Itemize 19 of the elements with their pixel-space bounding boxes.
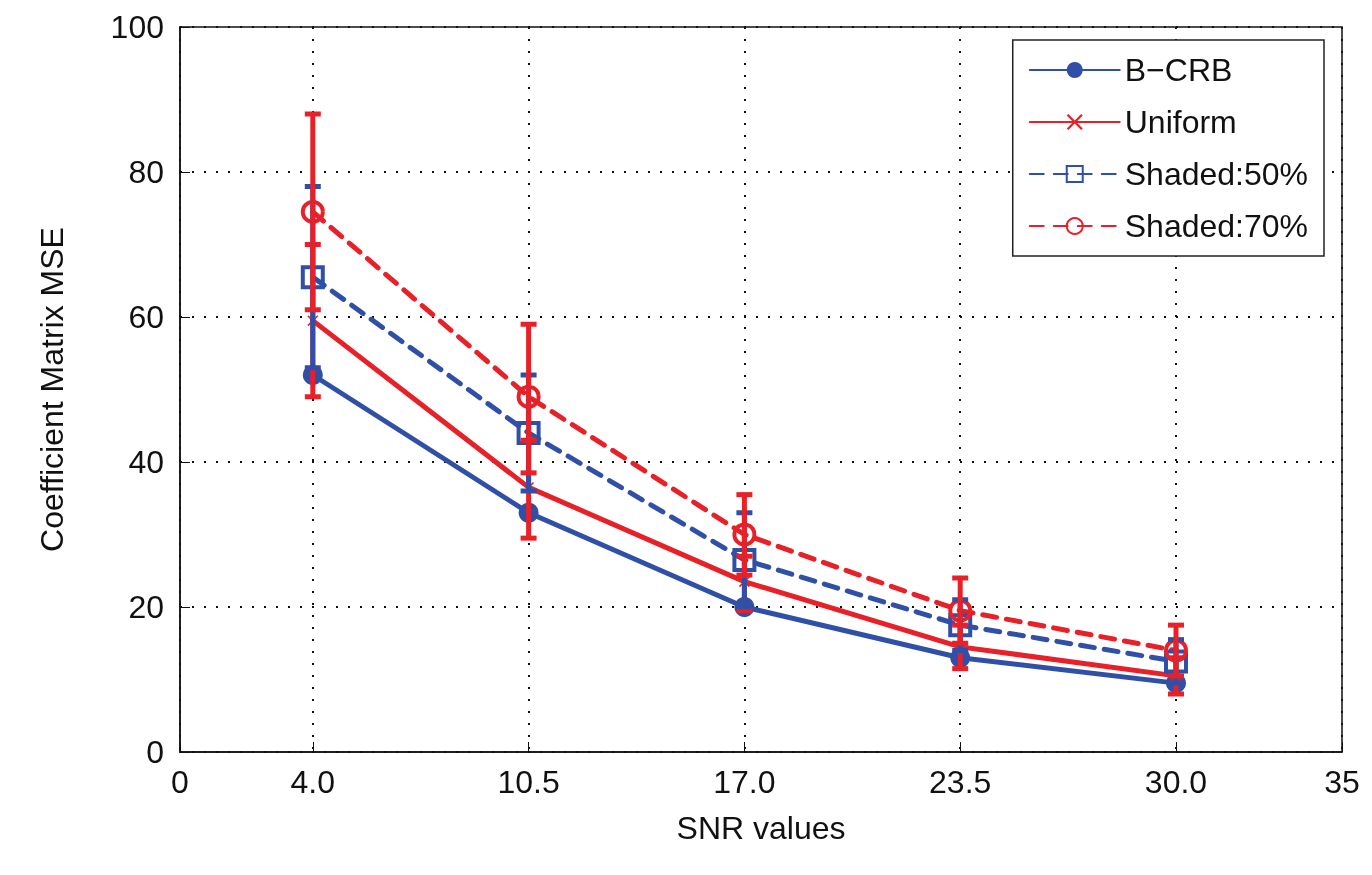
y-tick-label: 40 (128, 444, 164, 480)
y-axis-title: Coefficient Matrix MSE (34, 227, 70, 552)
x-axis-title: SNR values (676, 810, 846, 846)
y-tick-label: 0 (146, 734, 164, 770)
x-tick-label: 17.0 (713, 764, 776, 800)
x-tick-label: 23.5 (929, 764, 992, 800)
legend-label: Shaded:70% (1124, 208, 1308, 244)
legend-label: Shaded:50% (1124, 156, 1308, 192)
y-tick-label: 100 (110, 9, 164, 45)
y-tick-label: 20 (128, 589, 164, 625)
x-tick-label: 10.5 (497, 764, 560, 800)
legend-label: Uniform (1124, 104, 1237, 140)
y-tick-label: 80 (128, 154, 164, 190)
y-tick-label: 60 (128, 299, 164, 335)
x-tick-label: 4.0 (290, 764, 336, 800)
legend-label: B−CRB (1124, 52, 1233, 88)
x-tick-label: 30.0 (1144, 764, 1208, 800)
x-tick-label: 0 (171, 764, 189, 800)
x-tick-label: 35 (1324, 764, 1360, 800)
